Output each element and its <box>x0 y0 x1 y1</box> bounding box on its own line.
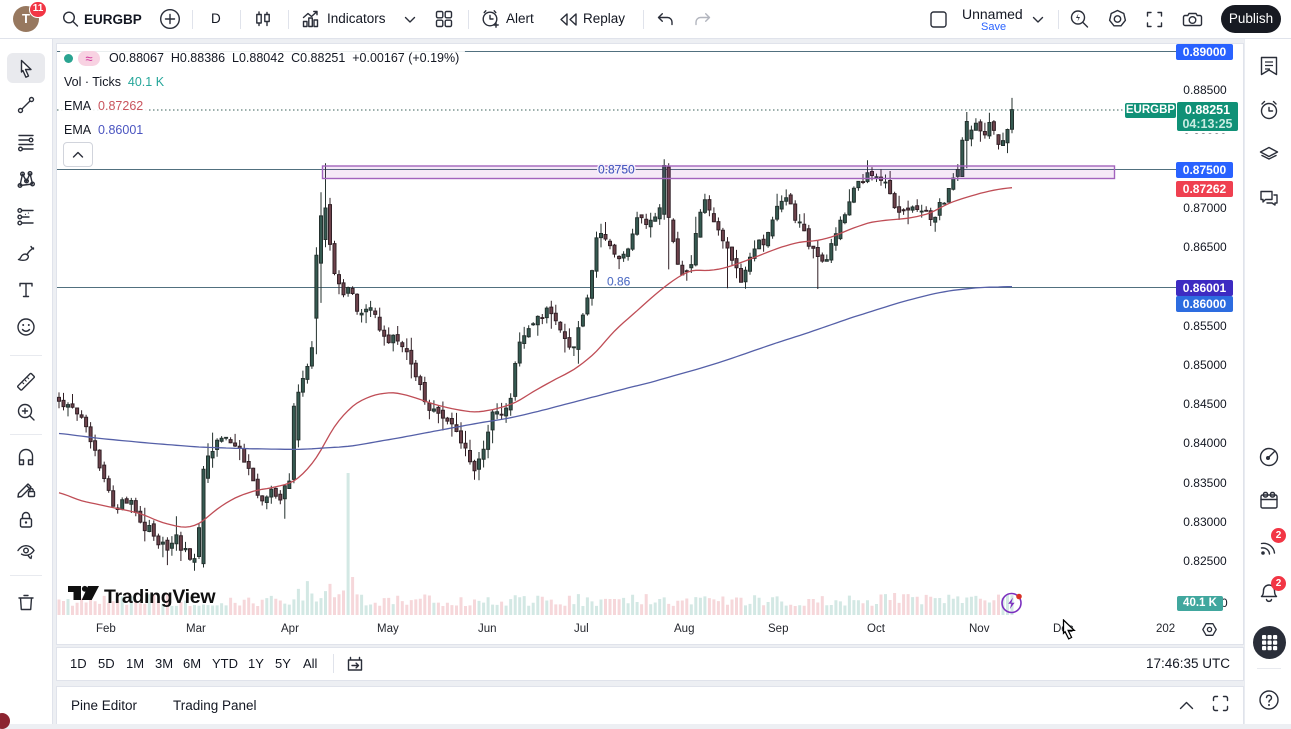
svg-text:TradingView: TradingView <box>104 586 216 608</box>
svg-text:0.8750: 0.8750 <box>598 163 635 177</box>
svg-text:0.86: 0.86 <box>607 275 631 289</box>
svg-text:0.8750: 0.8750 <box>598 163 635 177</box>
svg-text:0.86: 0.86 <box>607 275 631 289</box>
